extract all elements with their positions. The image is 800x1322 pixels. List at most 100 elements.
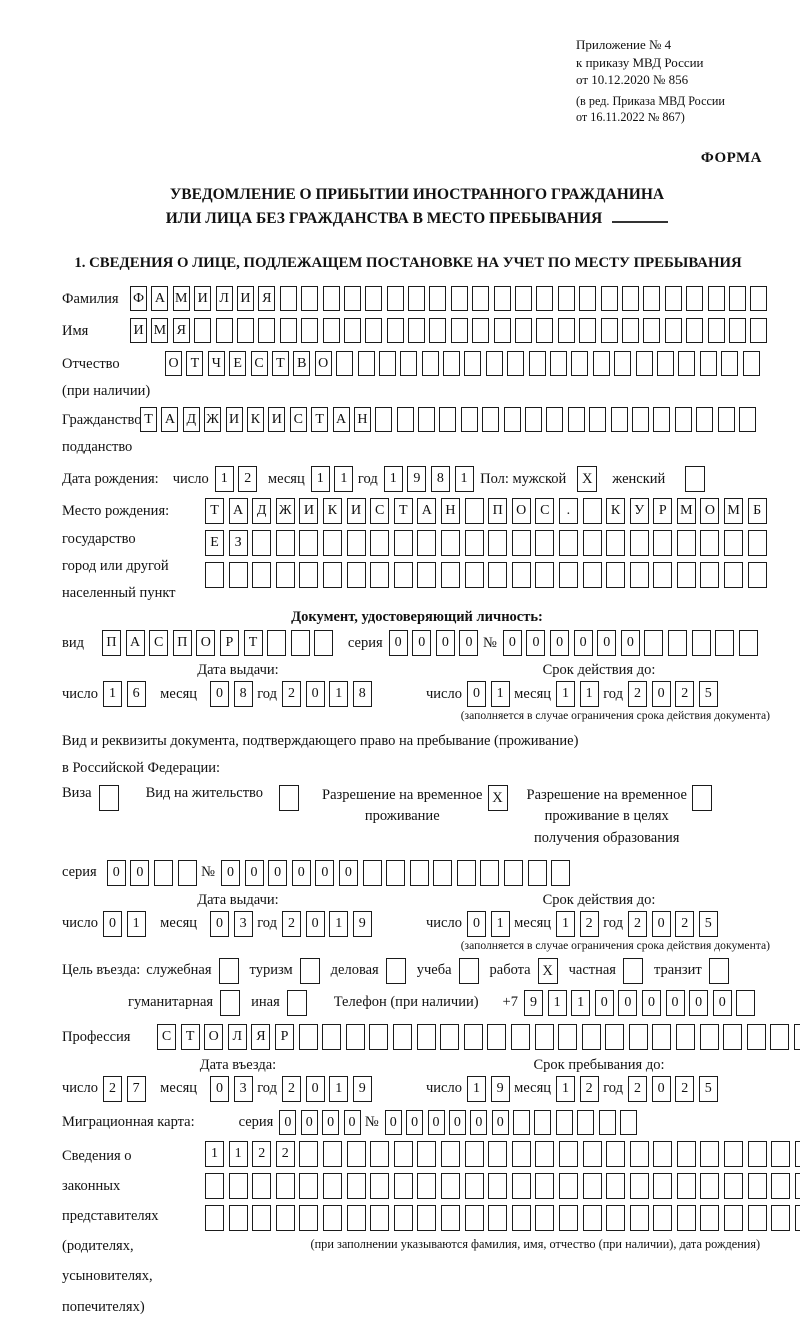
char-box[interactable]: Ж (275, 498, 295, 525)
char-box[interactable] (606, 1204, 626, 1231)
char-box[interactable]: 0 (466, 910, 486, 937)
char-box[interactable]: 0 (244, 859, 264, 886)
char-box[interactable] (643, 318, 661, 344)
char-box[interactable] (558, 530, 578, 557)
char-box[interactable]: А (332, 406, 350, 432)
char-box[interactable] (582, 1172, 602, 1199)
char-box[interactable] (535, 1204, 555, 1231)
char-box[interactable]: 2 (282, 910, 301, 937)
char-box[interactable]: А (228, 498, 248, 525)
char-box[interactable] (513, 1109, 531, 1135)
char-box[interactable]: О (204, 1023, 224, 1050)
char-box[interactable]: И (225, 406, 243, 432)
char-box[interactable]: 0 (435, 630, 455, 657)
char-box[interactable] (440, 530, 460, 557)
char-box[interactable] (301, 285, 319, 311)
char-box[interactable]: Р (274, 1023, 294, 1050)
char-box[interactable] (676, 530, 696, 557)
char-box[interactable] (299, 1172, 319, 1199)
char-box[interactable]: 1 (454, 466, 474, 493)
char-box[interactable] (738, 630, 758, 657)
char-box[interactable] (314, 630, 334, 657)
char-box[interactable] (464, 351, 482, 377)
char-box[interactable]: Т (271, 351, 289, 377)
char-box[interactable]: 0 (597, 630, 617, 657)
char-box[interactable] (676, 562, 696, 589)
char-box[interactable]: 0 (338, 859, 358, 886)
char-box[interactable]: Д (252, 498, 272, 525)
char-box[interactable] (375, 406, 393, 432)
char-box[interactable] (700, 1172, 720, 1199)
char-box[interactable] (728, 318, 746, 344)
char-box[interactable] (750, 285, 768, 311)
char-box[interactable] (546, 406, 564, 432)
char-box[interactable] (511, 1172, 531, 1199)
char-box[interactable] (558, 562, 578, 589)
char-box[interactable]: 0 (102, 910, 122, 937)
char-box[interactable]: Л (215, 285, 233, 311)
char-box[interactable]: С (289, 406, 307, 432)
char-box[interactable] (440, 562, 460, 589)
char-box[interactable] (417, 1172, 437, 1199)
char-box[interactable] (279, 285, 297, 311)
char-box[interactable] (370, 530, 390, 557)
char-box[interactable] (699, 351, 717, 377)
char-box[interactable]: 1 (102, 681, 122, 708)
char-box[interactable]: 7 (126, 1075, 146, 1102)
char-box[interactable]: 1 (571, 989, 591, 1016)
char-box[interactable] (301, 318, 319, 344)
char-box[interactable] (536, 318, 554, 344)
char-box[interactable]: 5 (698, 1075, 718, 1102)
char-box[interactable]: 0 (305, 681, 325, 708)
char-box[interactable] (252, 1204, 272, 1231)
char-box[interactable] (742, 351, 760, 377)
char-box[interactable] (724, 1204, 744, 1231)
char-box[interactable] (534, 1109, 552, 1135)
char-box[interactable]: С (250, 351, 268, 377)
char-box[interactable] (746, 1023, 766, 1050)
char-box[interactable]: 0 (210, 681, 230, 708)
char-box[interactable] (322, 318, 340, 344)
char-box[interactable]: 0 (268, 859, 288, 886)
char-box[interactable] (346, 530, 366, 557)
char-box[interactable]: 0 (651, 1075, 671, 1102)
char-box[interactable]: 2 (102, 1075, 122, 1102)
char-box[interactable] (370, 1204, 390, 1231)
char-box[interactable]: К (246, 406, 264, 432)
char-box[interactable] (510, 1023, 530, 1050)
char-box[interactable] (629, 562, 649, 589)
char-box[interactable] (504, 859, 524, 886)
char-box[interactable] (252, 530, 272, 557)
char-box[interactable] (606, 562, 626, 589)
char-box[interactable] (598, 1109, 616, 1135)
char-box[interactable]: 0 (618, 989, 638, 1016)
char-box[interactable]: 2 (238, 466, 258, 493)
char-box[interactable]: К (606, 498, 626, 525)
char-box[interactable]: 1 (329, 910, 349, 937)
char-box[interactable] (365, 285, 383, 311)
char-box[interactable] (464, 498, 484, 525)
char-box[interactable]: 0 (427, 1109, 445, 1135)
char-box[interactable]: М (676, 498, 696, 525)
char-box[interactable]: Я (251, 1023, 271, 1050)
учеба-checkbox[interactable] (458, 957, 479, 984)
char-box[interactable] (610, 406, 628, 432)
char-box[interactable]: 0 (305, 1075, 325, 1102)
char-box[interactable] (525, 406, 543, 432)
char-box[interactable] (464, 530, 484, 557)
char-box[interactable] (535, 562, 555, 589)
char-box[interactable]: 0 (220, 859, 240, 886)
char-box[interactable] (279, 318, 297, 344)
char-box[interactable] (606, 530, 626, 557)
char-box[interactable] (433, 859, 453, 886)
char-box[interactable] (747, 1172, 767, 1199)
char-box[interactable]: 1 (556, 910, 576, 937)
char-box[interactable]: 9 (407, 466, 427, 493)
char-box[interactable] (362, 859, 382, 886)
char-box[interactable]: 1 (556, 681, 576, 708)
char-box[interactable] (511, 530, 531, 557)
char-box[interactable]: 1 (490, 910, 510, 937)
char-box[interactable]: П (172, 630, 192, 657)
char-box[interactable] (794, 1172, 800, 1199)
char-box[interactable]: О (314, 351, 332, 377)
